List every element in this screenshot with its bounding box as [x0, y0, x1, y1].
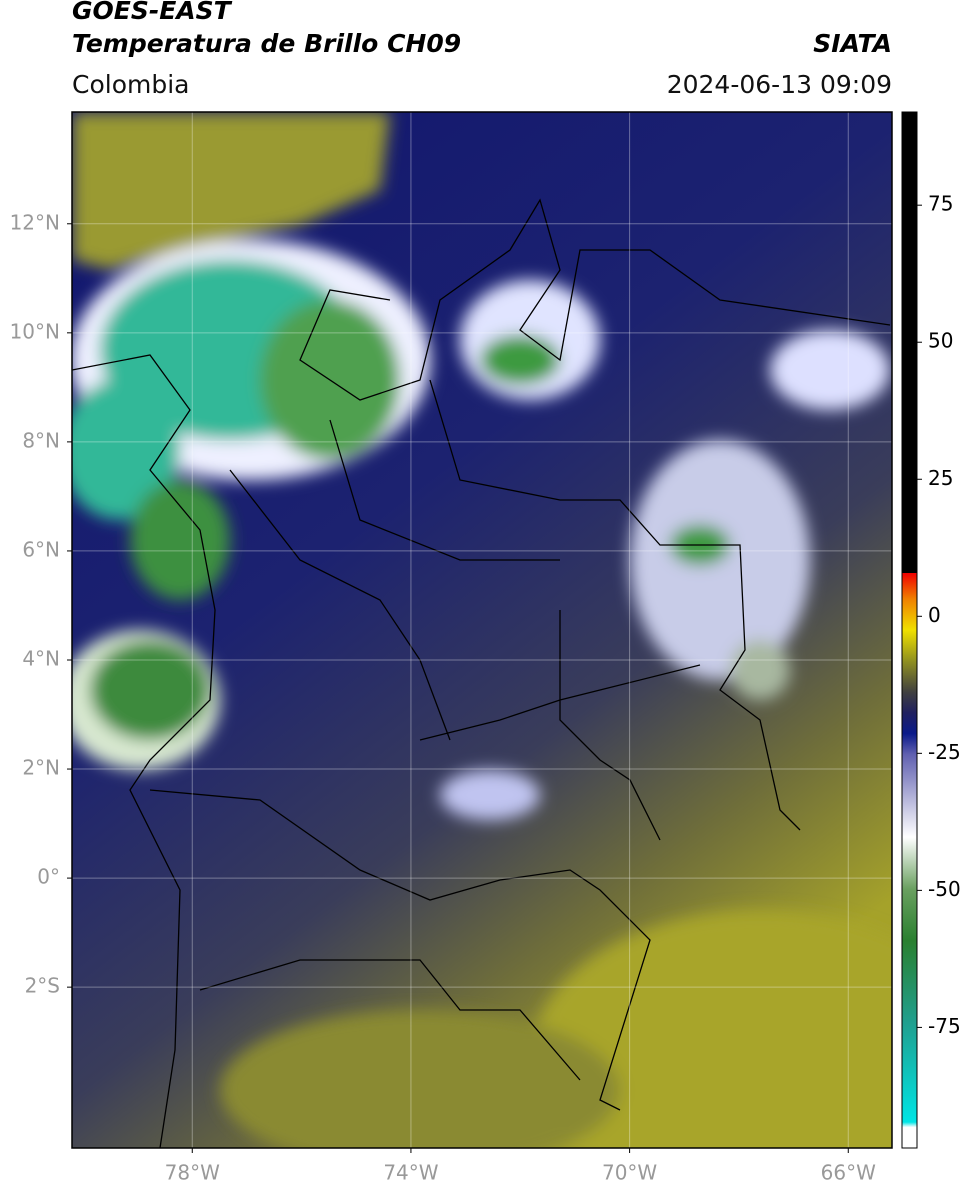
- y-tick-label: 4°N: [22, 646, 60, 670]
- x-tick-label: 70°W: [602, 1161, 657, 1185]
- y-tick-label: 2°S: [25, 974, 60, 998]
- x-tick-label: 74°W: [383, 1161, 438, 1185]
- colorbar-tick-label: -25: [928, 740, 961, 764]
- colorbar-tick-label: 75: [928, 192, 953, 216]
- borders: [72, 198, 891, 1148]
- y-tick-label: 12°N: [10, 210, 60, 234]
- colorbar-tick-label: 25: [928, 466, 953, 490]
- title: GOES-EAST: [72, 0, 233, 25]
- colorbar-tick-label: 50: [928, 329, 953, 353]
- y-tick-label: 0°: [37, 865, 60, 889]
- x-tick-label: 78°W: [165, 1161, 220, 1185]
- colorbar-tick-label: 0: [928, 603, 941, 627]
- region: Colombia: [72, 70, 189, 99]
- y-tick-label: 6°N: [22, 537, 60, 561]
- colorbar-tick-label: -75: [928, 1014, 961, 1038]
- x-tick-label: 66°W: [821, 1161, 876, 1185]
- y-tick-label: 8°N: [22, 428, 60, 452]
- subtitle: Temperatura de Brillo CH09: [72, 29, 461, 58]
- colorbar: [901, 111, 918, 1149]
- y-tick-label: 2°N: [22, 756, 60, 780]
- map-frame: [71, 111, 893, 1149]
- source: SIATA: [813, 29, 892, 58]
- datetime: 2024-06-13 09:09: [667, 70, 892, 99]
- y-tick-label: 10°N: [10, 319, 60, 343]
- colorbar-tick-label: -50: [928, 877, 961, 901]
- grid: [72, 112, 892, 1148]
- imagery: [72, 112, 892, 1148]
